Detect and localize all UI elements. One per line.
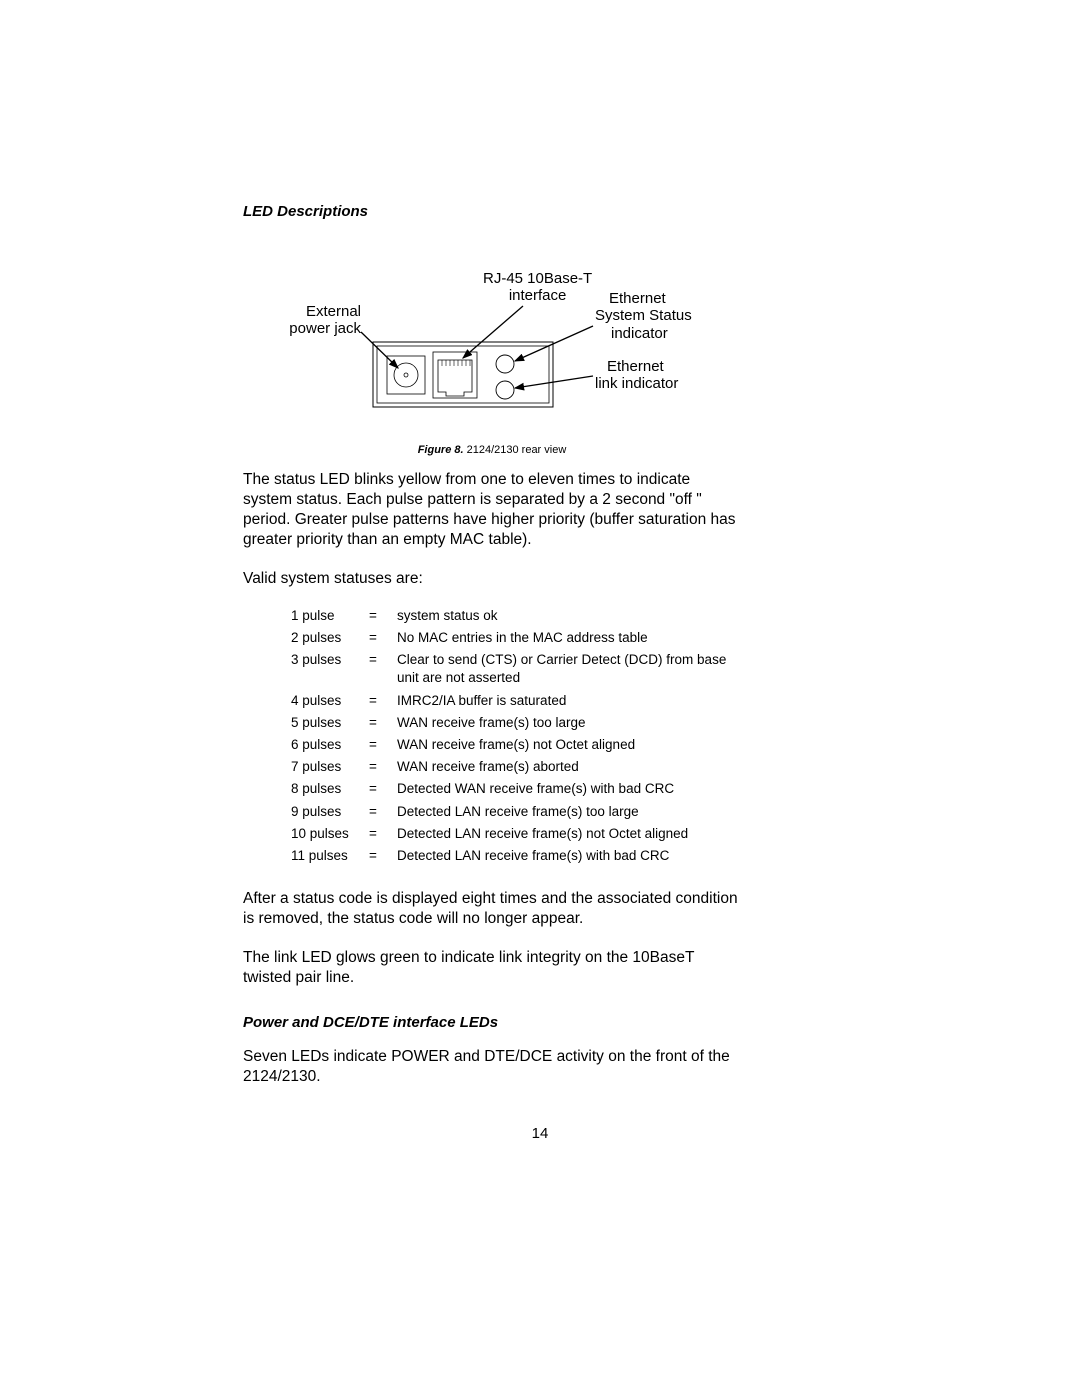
- page-number: 14: [0, 1125, 1080, 1142]
- table-row: 3 pulses=Clear to send (CTS) or Carrier …: [291, 651, 741, 687]
- table-row: 1 pulse=system status ok: [291, 607, 741, 625]
- heading-led-descriptions: LED Descriptions: [243, 203, 741, 220]
- status-table: 1 pulse=system status ok 2 pulses=No MAC…: [291, 607, 741, 866]
- table-row: 4 pulses=IMRC2/IA buffer is saturated: [291, 692, 741, 710]
- heading-power-dce-dte: Power and DCE/DTE interface LEDs: [243, 1014, 741, 1031]
- table-row: 9 pulses=Detected LAN receive frame(s) t…: [291, 803, 741, 821]
- table-row: 10 pulses=Detected LAN receive frame(s) …: [291, 825, 741, 843]
- table-row: 6 pulses=WAN receive frame(s) not Octet …: [291, 736, 741, 754]
- page-content: LED Descriptions RJ-45 10Base-T interfac…: [243, 203, 741, 1105]
- figure-caption: Figure 8. 2124/2130 rear view: [243, 444, 741, 456]
- table-row: 11 pulses=Detected LAN receive frame(s) …: [291, 847, 741, 865]
- table-row: 7 pulses=WAN receive frame(s) aborted: [291, 758, 741, 776]
- rear-panel-svg: [243, 270, 741, 430]
- para-valid-statuses: Valid system statuses are:: [243, 569, 741, 589]
- table-row: 8 pulses=Detected WAN receive frame(s) w…: [291, 780, 741, 798]
- rear-view-diagram: RJ-45 10Base-T interface External power …: [243, 270, 741, 430]
- table-row: 2 pulses=No MAC entries in the MAC addre…: [291, 629, 741, 647]
- para-after-status-code: After a status code is displayed eight t…: [243, 889, 741, 929]
- para-link-led: The link LED glows green to indicate lin…: [243, 948, 741, 988]
- table-row: 5 pulses=WAN receive frame(s) too large: [291, 714, 741, 732]
- para-seven-leds: Seven LEDs indicate POWER and DTE/DCE ac…: [243, 1047, 741, 1087]
- para-status-led-desc: The status LED blinks yellow from one to…: [243, 470, 741, 551]
